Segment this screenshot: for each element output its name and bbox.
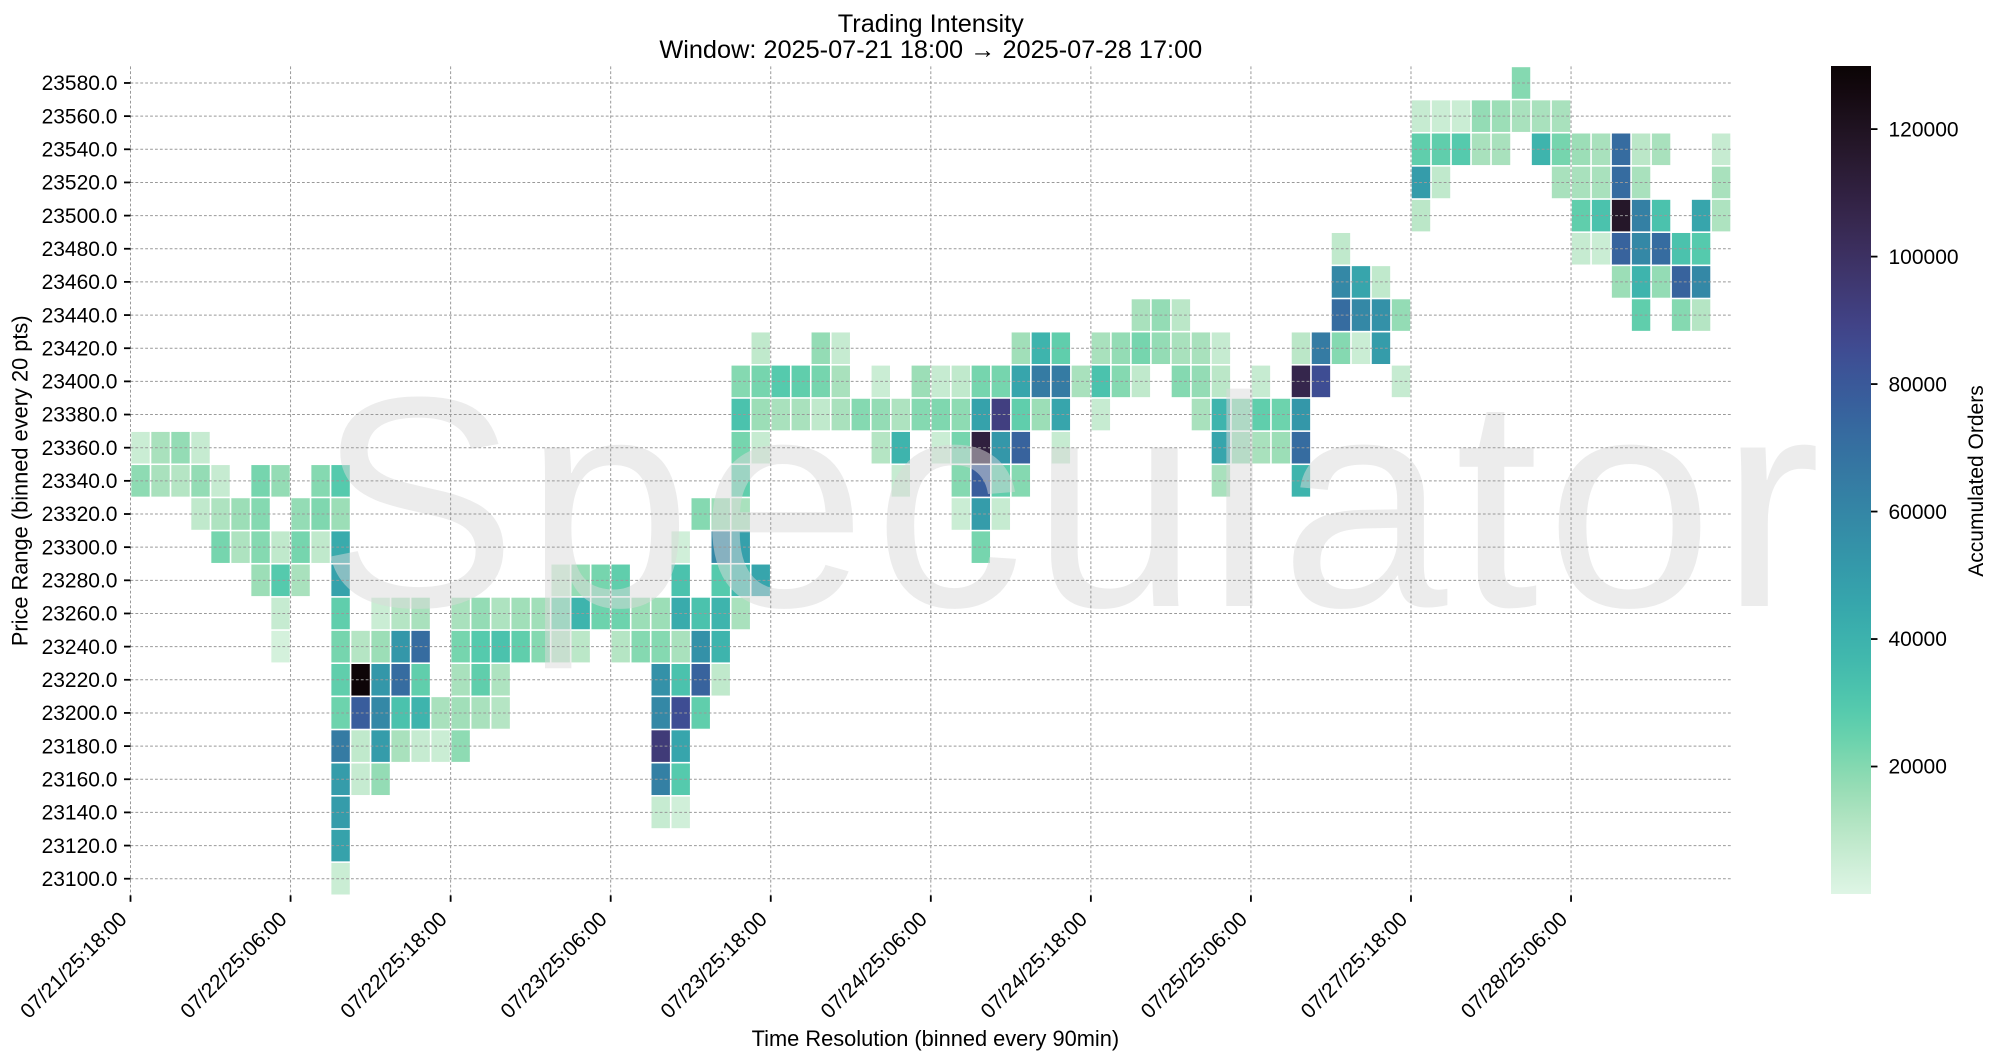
- svg-text:23440.0: 23440.0: [42, 304, 118, 327]
- svg-text:23200.0: 23200.0: [42, 702, 118, 725]
- svg-text:23520.0: 23520.0: [42, 172, 118, 195]
- svg-text:20000: 20000: [1889, 756, 1947, 779]
- svg-text:Time Resolution (binned every: Time Resolution (binned every 90min): [752, 1026, 1119, 1051]
- svg-text:Speculator: Speculator: [317, 334, 1828, 672]
- svg-text:Price Range (binned every 20 p: Price Range (binned every 20 pts): [8, 315, 33, 646]
- svg-text:23460.0: 23460.0: [42, 271, 118, 294]
- svg-text:120000: 120000: [1889, 118, 1959, 141]
- svg-text:Accumulated Orders: Accumulated Orders: [1965, 385, 1988, 576]
- svg-text:Trading Intensity: Trading Intensity: [838, 10, 1024, 38]
- svg-text:23240.0: 23240.0: [42, 636, 118, 659]
- svg-text:23180.0: 23180.0: [42, 735, 118, 758]
- svg-text:40000: 40000: [1889, 628, 1947, 651]
- svg-text:23560.0: 23560.0: [42, 105, 118, 128]
- svg-text:23400.0: 23400.0: [42, 371, 118, 394]
- svg-text:23100.0: 23100.0: [42, 868, 118, 891]
- svg-text:60000: 60000: [1889, 501, 1947, 524]
- svg-text:23380.0: 23380.0: [42, 404, 118, 427]
- svg-text:80000: 80000: [1889, 373, 1947, 396]
- svg-text:23320.0: 23320.0: [42, 503, 118, 526]
- svg-text:23340.0: 23340.0: [42, 470, 118, 493]
- svg-text:23280.0: 23280.0: [42, 570, 118, 593]
- svg-text:23160.0: 23160.0: [42, 768, 118, 791]
- svg-text:23140.0: 23140.0: [42, 802, 118, 825]
- svg-text:100000: 100000: [1889, 246, 1959, 269]
- svg-text:23500.0: 23500.0: [42, 205, 118, 228]
- svg-text:23120.0: 23120.0: [42, 835, 118, 858]
- svg-text:23220.0: 23220.0: [42, 669, 118, 692]
- svg-text:23420.0: 23420.0: [42, 337, 118, 360]
- svg-text:Window: 2025-07-21 18:00 → 202: Window: 2025-07-21 18:00 → 2025-07-28 17…: [659, 36, 1202, 64]
- svg-text:23260.0: 23260.0: [42, 603, 118, 626]
- svg-text:23540.0: 23540.0: [42, 138, 118, 161]
- svg-text:23300.0: 23300.0: [42, 536, 118, 559]
- svg-text:23580.0: 23580.0: [42, 72, 118, 95]
- svg-text:23480.0: 23480.0: [42, 238, 118, 261]
- svg-text:23360.0: 23360.0: [42, 437, 118, 460]
